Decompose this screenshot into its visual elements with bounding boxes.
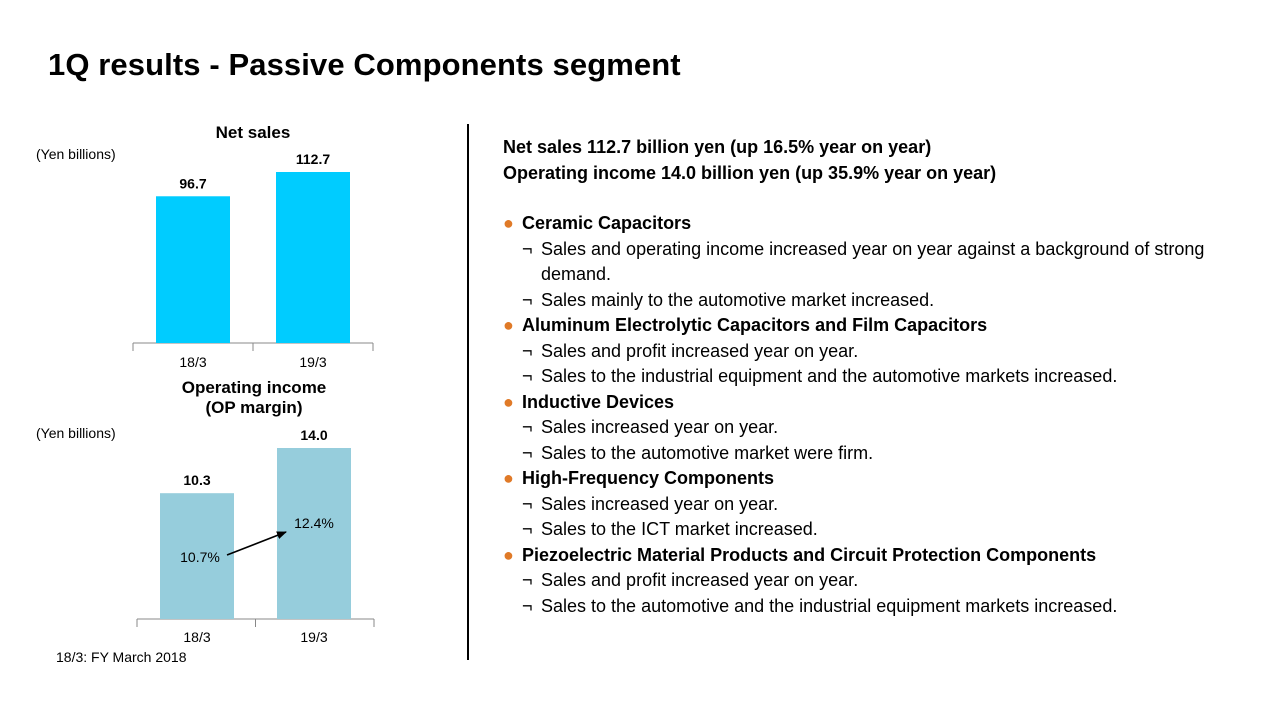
net-sales-unit-label: (Yen billions): [36, 146, 116, 162]
sub-bullet-icon: ¬: [522, 519, 533, 539]
sub-bullet-icon: ¬: [522, 442, 533, 463]
section-heading: ● Piezoelectric Material Products and Cir…: [503, 543, 1263, 569]
bullet-icon: ●: [503, 213, 514, 233]
section-item: ¬ Sales to the ICT market increased.: [503, 517, 1263, 543]
section-heading: ● Aluminum Electrolytic Capacitors and Fi…: [503, 313, 1263, 339]
section-item-text: Sales and profit increased year on year.: [541, 340, 859, 361]
section-heading: ● Inductive Devices: [503, 390, 1263, 416]
section-item: ¬ Sales mainly to the automotive market i…: [503, 288, 1263, 314]
section-item-text: Sales increased year on year.: [541, 417, 779, 437]
net-sales-value-label-1: 112.7: [296, 151, 330, 167]
net-sales-bar-19-3: [276, 172, 350, 343]
op-margin-arrow: [226, 531, 287, 556]
sub-bullet-icon: ¬: [522, 340, 533, 361]
summary-net-sales: Net sales 112.7 billion yen (up 16.5% ye…: [503, 137, 932, 157]
op-income-bar-19-3: [277, 448, 351, 619]
bullet-icon: ●: [503, 544, 514, 565]
sub-bullet-icon: ¬: [522, 570, 533, 590]
section-item: ¬ Sales to the automotive and the industr…: [503, 594, 1263, 620]
op-income-chart-title: Operating income (OP margin): [136, 378, 372, 418]
net-sales-category-label-0: 18/3: [179, 354, 206, 370]
op-income-value-label-1: 14.0: [300, 427, 327, 443]
op-margin-label-1: 12.4%: [294, 515, 334, 531]
vertical-divider: [467, 124, 469, 660]
net-sales-chart-title: Net sales: [215, 123, 291, 142]
bullet-icon: ●: [503, 391, 514, 412]
op-income-title-line2: (OP margin): [205, 398, 303, 417]
footnote: 18/3: FY March 2018: [56, 649, 187, 665]
section-heading-text: Aluminum Electrolytic Capacitors and Fil…: [522, 315, 988, 335]
net-sales-category-label-1: 19/3: [299, 354, 326, 370]
section-heading: ● Ceramic Capacitors: [503, 211, 1263, 237]
section-item-text: Sales to the automotive market were firm…: [541, 442, 874, 463]
section-item: ¬ Sales and profit increased year on year…: [503, 568, 1263, 594]
section-item-text: Sales increased year on year.: [541, 493, 779, 514]
sub-bullet-icon: ¬: [522, 238, 533, 259]
section-item-text: Sales and operating income increased yea…: [541, 238, 1205, 285]
op-income-unit-label: (Yen billions): [36, 425, 116, 441]
segment-sections: ● Ceramic Capacitors ¬ Sales and operating …: [503, 211, 1263, 619]
section-item-text: Sales and profit increased year on year.: [541, 570, 859, 590]
section-item-text: Sales mainly to the automotive market in…: [541, 289, 935, 310]
section-item-text: Sales to the automotive and the industri…: [541, 595, 1118, 616]
section-item: ¬ Sales and profit increased year on year…: [503, 339, 1263, 365]
op-income-category-label-1: 19/3: [300, 629, 327, 645]
sub-bullet-icon: ¬: [522, 493, 533, 514]
summary-operating-income: Operating income 14.0 billion yen (up 35…: [503, 162, 997, 183]
bar-charts: 96.7 18/3 112.7 19/3 10.3 18/3 14.0 19/3 10.7% 12…: [132, 151, 375, 645]
section-item-text: Sales to the ICT market increased.: [541, 519, 818, 539]
sub-bullet-icon: ¬: [522, 289, 533, 310]
section-heading-text: High-Frequency Components: [522, 468, 775, 488]
section-item: ¬ Sales increased year on year.: [503, 415, 1263, 441]
bullet-icon: ●: [503, 468, 514, 488]
section-item-text: Sales to the industrial equipment and th…: [541, 366, 1118, 386]
op-income-category-label-0: 18/3: [183, 629, 210, 645]
net-sales-bar-18-3: [156, 196, 230, 343]
sub-bullet-icon: ¬: [522, 595, 533, 616]
section-heading-text: Ceramic Capacitors: [522, 213, 692, 233]
page-title: 1Q results - Passive Components segment: [48, 47, 681, 82]
sub-bullet-icon: ¬: [522, 417, 533, 437]
net-sales-value-label-0: 96.7: [179, 175, 206, 191]
section-item: ¬ Sales to the industrial equipment and t…: [503, 364, 1263, 390]
section-heading: ● High-Frequency Components: [503, 466, 1263, 492]
section-heading-text: Piezoelectric Material Products and Circ…: [522, 544, 1097, 565]
op-income-bar-18-3: [160, 493, 234, 619]
bullet-icon: ●: [503, 315, 514, 335]
op-income-title-line1: Operating income: [181, 378, 327, 397]
sub-bullet-icon: ¬: [522, 366, 533, 386]
section-item: ¬ Sales to the automotive market were fir…: [503, 441, 1263, 467]
op-income-value-label-0: 10.3: [183, 472, 210, 488]
results-text-panel: Net sales 112.7 billion yen (up 16.5% ye…: [503, 135, 1263, 619]
section-heading-text: Inductive Devices: [522, 391, 675, 412]
section-item: ¬ Sales increased year on year.: [503, 492, 1263, 518]
section-item: ¬ Sales and operating income increased ye…: [503, 237, 1263, 288]
op-margin-label-0: 10.7%: [180, 549, 220, 565]
